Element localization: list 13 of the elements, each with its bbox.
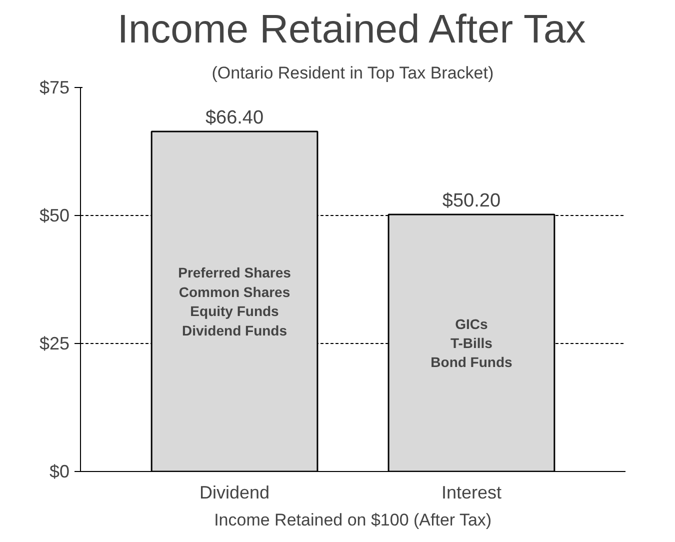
x-tick-label: Dividend <box>200 482 270 502</box>
annotation: Preferred Shares Common Shares Equity Funds Dividend Funds <box>178 264 292 338</box>
annotation: GICs T-Bills Bond Funds <box>430 316 513 370</box>
data-label: $50.20 <box>442 190 501 212</box>
y-tick-label: $75 <box>39 78 70 98</box>
y-tick-label: $25 <box>39 334 70 354</box>
x-axis-title: Income Retained on $100 (After Tax) <box>214 510 492 530</box>
x-tick-label: Interest <box>441 482 502 502</box>
chart-subtitle: (Ontario Resident in Top Tax Bracket) <box>212 64 494 82</box>
data-label: $66.40 <box>205 108 264 129</box>
y-tick-label: $50 <box>39 206 70 226</box>
y-tick-label: $0 <box>49 462 70 482</box>
chart-title: Income Retained After Tax <box>117 8 586 52</box>
